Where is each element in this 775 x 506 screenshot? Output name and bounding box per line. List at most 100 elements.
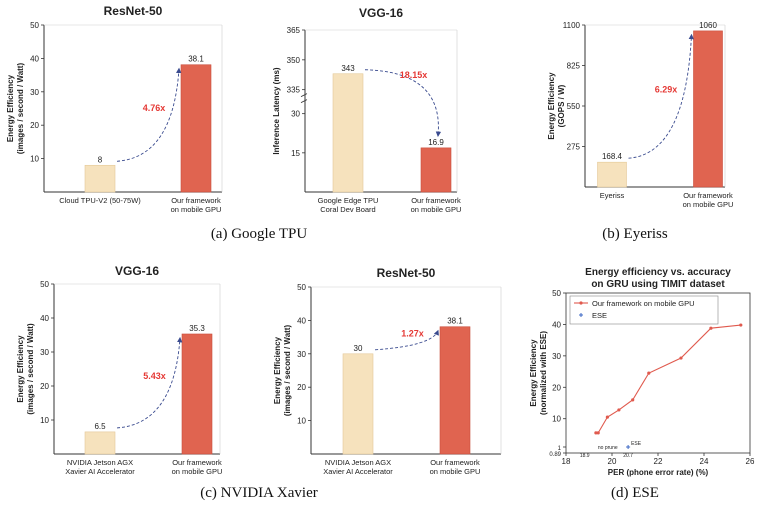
y-tick-label: 30 <box>297 350 306 359</box>
legend-box <box>569 295 719 325</box>
y-axis-label-line: Energy Efficiency <box>273 336 282 404</box>
gain-arrow <box>116 67 182 162</box>
gain-arrow <box>628 33 694 159</box>
y-tick-label: 10 <box>30 155 39 164</box>
bar-value-label: 6.5 <box>94 422 106 431</box>
gain-label: 1.27x <box>401 328 424 338</box>
y-tick-label: 20 <box>297 383 306 392</box>
y-tick-label: 335 <box>287 86 301 95</box>
x-category-label-line: Our framework <box>683 191 733 200</box>
chart-title: Energy efficiency vs. accuracy on GRU usi… <box>585 267 731 290</box>
chart-title: ResNet-50 <box>104 4 163 18</box>
y-tick-label: 15 <box>291 149 300 158</box>
annotation-per-low: 18.9 <box>580 453 590 459</box>
series-point-framework <box>631 398 635 402</box>
x-category-label-line: Xavier AI Accelerator <box>323 467 393 476</box>
bar-baseline <box>84 431 116 455</box>
y-tick-label: 50 <box>40 280 49 289</box>
y-tick-label: 10 <box>297 417 306 426</box>
x-category-label-line: on mobile GPU <box>411 205 462 214</box>
bar-framework <box>420 147 452 193</box>
y-tick-label: 50 <box>297 283 306 292</box>
y-axis-label: Inference Latency (ms) <box>272 67 281 154</box>
x-category-label: Cloud TPU-V2 (50-75W) <box>59 196 141 205</box>
y-axis-label-line: Inference Latency (ms) <box>272 67 281 154</box>
x-category-label-line: Cloud TPU-V2 (50-75W) <box>59 196 141 205</box>
bar-value-label: 1060 <box>699 21 717 30</box>
x-category-label: Our framework on mobile GPU <box>430 458 481 476</box>
x-category-label-line: Our framework <box>411 196 461 205</box>
legend-label-framework: Our framework on mobile GPU <box>592 299 695 308</box>
bar-value-label: 35.3 <box>189 324 205 333</box>
bar-value-label: 343 <box>341 64 355 73</box>
bar-framework <box>693 30 723 188</box>
y-tick-label: 30 <box>40 348 49 357</box>
x-category-label-line: Our framework <box>171 196 221 205</box>
bar-baseline <box>332 73 364 193</box>
y-tick-label: 1 <box>558 446 562 452</box>
x-category-label: Our framework on mobile GPU <box>171 196 222 214</box>
y-tick-label: 550 <box>567 102 581 111</box>
y-tick-label: 825 <box>567 62 581 71</box>
y-axis-label: Energy Efficiency(images / second / Watt… <box>273 325 292 417</box>
caption-c: (c) NVIDIA Xavier <box>200 485 317 501</box>
annotation-ese: ESE <box>631 441 642 447</box>
chart-title: VGG-16 <box>359 6 403 20</box>
bar-value-label: 16.9 <box>428 138 444 147</box>
y-tick-label: 40 <box>297 316 306 325</box>
bar-value-label: 8 <box>98 155 103 164</box>
series-point-ese <box>626 445 631 449</box>
bar-value-label: 38.1 <box>188 55 204 64</box>
series-line-framework <box>595 324 741 434</box>
annotation-no-prune: no prune <box>598 445 618 451</box>
x-tick-label: 18 <box>562 457 571 466</box>
y-tick-label: 30 <box>291 110 300 119</box>
caption-a: (a) Google TPU <box>211 226 308 242</box>
x-category-label: NVIDIA Jetson AGX Xavier AI Accelerator <box>65 458 135 476</box>
y-tick-label: 275 <box>567 143 581 152</box>
x-category-label-line: Coral Dev Board <box>320 205 375 214</box>
y-axis-label-line: (GOPS / W) <box>557 84 566 127</box>
annotation-per-ese: 20.7 <box>623 453 633 459</box>
series-point-framework <box>647 371 651 375</box>
x-category-label-line: Xavier AI Accelerator <box>65 467 135 476</box>
x-category-label: Google Edge TPU Coral Dev Board <box>318 196 379 214</box>
x-category-label-line: Our framework <box>430 458 480 467</box>
series-point-framework <box>739 323 743 327</box>
x-category-label-line: Eyeriss <box>600 191 625 200</box>
y-axis-label-line: (images / second / Watt) <box>26 323 35 415</box>
x-category-label: Eyeriss <box>600 191 625 200</box>
chart-title: VGG-16 <box>115 264 159 278</box>
x-category-label: NVIDIA Jetson AGX Xavier AI Accelerator <box>323 458 393 476</box>
gain-label: 6.29x <box>655 85 678 95</box>
x-category-label: Our framework on mobile GPU <box>172 458 223 476</box>
bar-value-label: 30 <box>354 344 363 353</box>
y-tick-label: 20 <box>40 382 49 391</box>
x-category-label: Our framework on mobile GPU <box>411 196 462 214</box>
y-axis-label-line: Energy Efficiency <box>547 72 556 140</box>
y-tick-label: 40 <box>552 320 561 329</box>
gain-arrow <box>116 336 183 429</box>
y-tick-label: 20 <box>552 383 561 392</box>
series-point-framework <box>709 326 713 330</box>
chart-ese_gru: Energy efficiency vs. accuracy on GRU usi… <box>529 267 755 477</box>
gain-label: 4.76x <box>143 103 166 113</box>
x-tick-label: 22 <box>654 457 663 466</box>
bar-value-label: 168.4 <box>602 152 623 161</box>
bar-framework <box>181 333 213 455</box>
y-axis-label: Energy Efficiency(images / second / Watt… <box>16 323 35 415</box>
gain-label: 5.43x <box>143 371 166 381</box>
y-tick-label: 0.89 <box>549 452 561 458</box>
x-category-label-line: Google Edge TPU <box>318 196 379 205</box>
series-point-framework <box>605 415 610 419</box>
y-axis-label-line: Energy Efficiency <box>529 339 538 407</box>
x-category-label-line: on mobile GPU <box>430 467 481 476</box>
y-axis-label: Energy Efficiency(images / second / Watt… <box>6 63 25 155</box>
legend-label-ese: ESE <box>592 311 607 320</box>
series-point-framework <box>594 431 598 435</box>
y-axis-label-line: (images / second / Watt) <box>283 325 292 417</box>
bar-value-label: 38.1 <box>447 317 463 326</box>
series-point-framework <box>617 408 621 412</box>
bar-baseline <box>342 353 374 455</box>
